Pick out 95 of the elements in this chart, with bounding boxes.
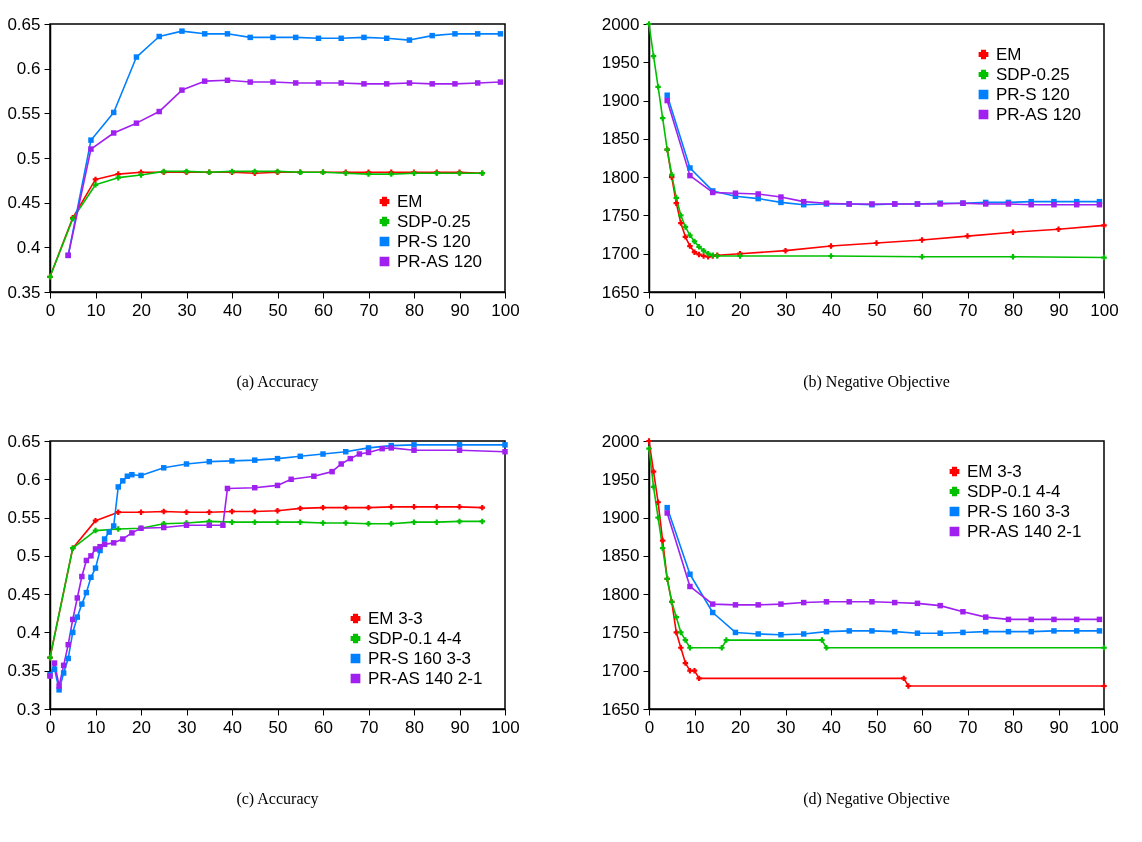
y-tick-label: 1900 [601,508,640,528]
x-tick-label: 10 [86,300,106,320]
y-tick-label: 0.55 [7,508,41,528]
x-tick-label: 70 [958,300,978,320]
text: (b) Negative Objective [803,373,950,391]
x-tick-label: 0 [644,300,655,320]
y-tick-label: 1950 [601,469,640,489]
legend-label: EM 3-3 [967,461,1022,481]
x-tick-label: 40 [822,300,841,320]
legend-label: PR-AS 120 [397,251,483,271]
y-tick-label: 1750 [601,205,640,225]
x-tick-label: 60 [913,717,932,737]
legend-label: PR-S 120 [397,231,471,251]
x-tick-label: 80 [405,300,424,320]
legend-label: EM [996,44,1022,64]
x-tick-label: 90 [450,300,470,320]
y-tick-label: 0.5 [16,148,41,168]
x-tick-label: 10 [685,717,705,737]
x-tick-label: 100 [491,300,520,320]
legend-label: PR-AS 140 2-1 [967,521,1082,541]
x-tick-label: 90 [450,717,470,737]
x-tick-label: 80 [1004,717,1023,737]
x-tick-label: 50 [867,300,887,320]
x-tick-label: 20 [731,300,750,320]
x-tick-label: 60 [314,300,333,320]
y-tick-label: 1850 [601,129,640,149]
x-tick-label: 20 [132,717,151,737]
x-tick-label: 0 [45,300,56,320]
y-tick-label: 1800 [601,167,640,187]
x-tick-label: 40 [223,717,242,737]
y-tick-label: 0.45 [7,584,41,604]
y-tick-label: 1800 [601,584,640,604]
x-tick-label: 20 [731,717,750,737]
x-tick-label: 40 [822,717,841,737]
text: (a) Accuracy [236,373,319,391]
x-tick-label: 60 [314,717,333,737]
y-tick-label: 0.65 [7,14,41,34]
y-tick-label: 2000 [601,431,640,451]
y-tick-label: 0.35 [7,282,41,302]
y-tick-label: 1900 [601,91,640,111]
legend-label: PR-AS 140 2-1 [368,668,483,688]
x-tick-label: 90 [1049,300,1069,320]
x-tick-label: 50 [867,717,887,737]
x-tick-label: 70 [359,300,379,320]
legend-label: PR-S 120 [996,84,1070,104]
x-tick-label: 30 [776,717,796,737]
legend-label: PR-S 160 3-3 [368,648,471,668]
y-tick-label: 0.6 [16,469,41,489]
x-tick-label: 90 [1049,717,1069,737]
y-tick-label: 0.35 [7,661,41,681]
text: (d) Negative Objective [803,790,950,808]
y-tick-label: 1950 [601,52,640,72]
x-tick-label: 70 [359,717,379,737]
x-tick-label: 10 [86,717,106,737]
y-tick-label: 0.4 [16,622,41,642]
x-tick-label: 80 [405,717,424,737]
x-tick-label: 0 [644,717,655,737]
legend-label: EM 3-3 [368,608,423,628]
y-tick-label: 1650 [601,282,640,302]
legend-label: PR-S 160 3-3 [967,501,1070,521]
y-tick-label: 1750 [601,622,640,642]
legend-label: SDP-0.1 4-4 [368,628,462,648]
y-tick-label: 0.6 [16,59,41,79]
legend-label: PR-AS 120 [996,104,1082,124]
y-tick-label: 0.65 [7,431,41,451]
legend-label: SDP-0.25 [397,211,471,231]
y-tick-label: 0.45 [7,193,41,213]
legend-label: SDP-0.1 4-4 [967,481,1061,501]
x-tick-label: 100 [1090,300,1119,320]
y-tick-label: 1700 [601,661,640,681]
x-tick-label: 60 [913,300,932,320]
x-tick-label: 70 [958,717,978,737]
x-tick-label: 100 [491,717,520,737]
x-tick-label: 100 [1090,717,1119,737]
y-tick-label: 1850 [601,546,640,566]
y-tick-label: 0.4 [16,237,41,257]
x-tick-label: 50 [268,300,288,320]
x-tick-label: 30 [177,300,197,320]
x-tick-label: 80 [1004,300,1023,320]
legend-label: SDP-0.25 [996,64,1070,84]
x-tick-label: 0 [45,717,56,737]
x-tick-label: 30 [177,717,197,737]
x-tick-label: 50 [268,717,288,737]
y-tick-label: 1700 [601,244,640,264]
text: (c) Accuracy [236,790,319,808]
y-tick-label: 0.55 [7,103,41,123]
y-tick-label: 2000 [601,14,640,34]
x-tick-label: 30 [776,300,796,320]
y-tick-label: 0.3 [16,699,41,719]
x-tick-label: 20 [132,300,151,320]
y-tick-label: 1650 [601,699,640,719]
x-tick-label: 10 [685,300,705,320]
x-tick-label: 40 [223,300,242,320]
legend-label: EM [397,191,423,211]
y-tick-label: 0.5 [16,546,41,566]
